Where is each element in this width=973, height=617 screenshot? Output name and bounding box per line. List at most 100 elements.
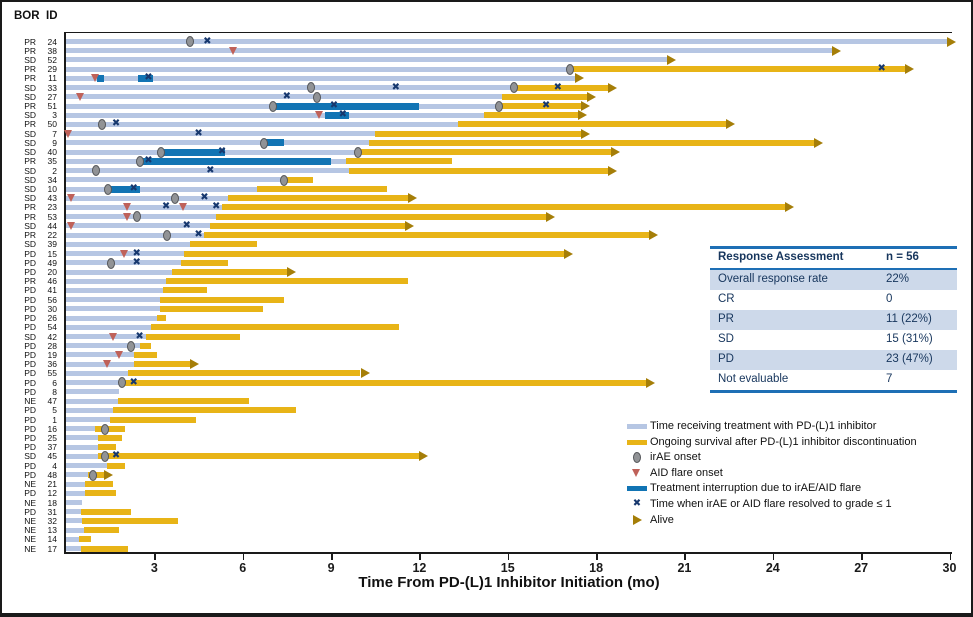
- alive-arrow-icon: [419, 451, 429, 462]
- survival-bar: [498, 103, 582, 110]
- bor-label: NE: [24, 525, 36, 536]
- bor-label: PR: [24, 36, 36, 47]
- irae-onset-icon: [91, 165, 100, 177]
- irae-onset-icon: [133, 211, 142, 223]
- x-axis-title: Time From PD-(L)1 Inhibitor Initiation (…: [358, 574, 660, 591]
- plot-top-spine: [64, 32, 952, 33]
- bor-label: PR: [24, 202, 36, 213]
- aid-flare-icon: [76, 92, 85, 101]
- aid-flare-icon: [123, 212, 132, 221]
- alive-arrow-icon: [646, 377, 656, 388]
- bor-label: PR: [24, 45, 36, 56]
- survival-bar: [85, 490, 117, 497]
- bor-label: PR: [24, 101, 36, 112]
- bor-label: PD: [24, 377, 36, 388]
- survival-bar: [375, 130, 582, 137]
- bor-label: NE: [24, 497, 36, 508]
- survival-bar: [172, 269, 287, 275]
- bor-label: PD: [24, 460, 36, 471]
- survival-bar: [157, 315, 167, 322]
- alive-arrow-icon: [546, 211, 556, 222]
- id-label: 45: [47, 451, 57, 462]
- id-label: 29: [47, 64, 57, 75]
- id-label: 20: [47, 267, 57, 277]
- survival-bar: [227, 195, 408, 202]
- bor-label: PR: [24, 64, 36, 75]
- id-label: 8: [52, 386, 57, 397]
- treatment-bar: [66, 140, 370, 146]
- alive-arrow-icon: [633, 514, 642, 525]
- x-axis-tick: [419, 553, 421, 560]
- survival-bar: [166, 278, 408, 285]
- alive-arrow-icon: [905, 64, 915, 75]
- id-label: 32: [47, 515, 57, 526]
- x-axis-tick-label: 21: [677, 561, 692, 575]
- x-axis-tick: [596, 553, 598, 560]
- aid-flare-icon: [120, 249, 129, 258]
- treatment-bar: [66, 518, 83, 524]
- id-label: 54: [47, 322, 57, 333]
- treatment-bar: [66, 39, 947, 44]
- legend-label: irAE onset: [650, 451, 701, 464]
- treatment-bar: [66, 389, 119, 395]
- table-cell-value: 7: [886, 373, 893, 385]
- bor-label: SD: [24, 137, 36, 148]
- aid-flare-icon: [632, 468, 640, 477]
- survival-bar: [216, 213, 547, 220]
- survival-bar: [98, 444, 117, 451]
- survival-bar: [569, 66, 906, 73]
- irae-onset-icon: [259, 137, 268, 149]
- resolved-x-icon: ✖: [211, 201, 221, 213]
- bor-label: SD: [24, 147, 36, 158]
- table-row: CR 0: [710, 290, 957, 310]
- id-label: 27: [47, 91, 57, 102]
- bor-label: SD: [24, 128, 36, 139]
- bor-label: PR: [24, 119, 36, 130]
- id-label: 28: [47, 340, 57, 351]
- table-cell-label: PR: [718, 313, 734, 325]
- x-axis-tick-label: 9: [327, 561, 335, 575]
- irae-onset-icon: [510, 82, 519, 94]
- irae-onset-icon: [118, 377, 127, 389]
- resolved-x-icon: ✖: [182, 219, 191, 231]
- interruption-bar: [96, 74, 105, 82]
- aid-flare-icon: [67, 194, 76, 203]
- id-label: 17: [47, 543, 57, 554]
- survival-bar: [513, 84, 608, 91]
- id-label: 6: [52, 377, 57, 388]
- id-label: 56: [47, 294, 57, 305]
- bor-label: PD: [24, 285, 36, 296]
- survival-bar: [369, 139, 815, 146]
- treatment-bar: [66, 380, 122, 386]
- irae-onset-icon: [136, 156, 145, 168]
- treatment-bar: [66, 186, 258, 192]
- x-axis-tick-label: 12: [412, 561, 427, 575]
- irae-onset-icon: [97, 119, 106, 131]
- id-label: 38: [47, 45, 57, 56]
- x-axis-tick: [242, 553, 245, 560]
- id-label: 14: [47, 534, 57, 545]
- survival-bar: [79, 536, 92, 543]
- id-label: 39: [47, 239, 57, 250]
- resolved-x-icon: ✖: [194, 229, 203, 241]
- alive-arrow-icon: [666, 54, 676, 65]
- bor-label: SD: [24, 239, 36, 250]
- id-label: 51: [47, 101, 57, 112]
- id-label: 19: [47, 349, 57, 360]
- resolved-x-icon: ✖: [132, 247, 141, 259]
- survival-bar: [257, 186, 387, 193]
- treatment-bar: [66, 472, 89, 478]
- id-label: 34: [47, 174, 57, 185]
- resolved-x-icon: ✖: [111, 450, 121, 462]
- x-axis-tick: [949, 553, 951, 560]
- survival-bar: [160, 296, 284, 303]
- legend-label: Treatment interruption due to irAE/AID f…: [650, 482, 862, 495]
- survival-bar: [85, 481, 114, 488]
- bor-label: SD: [24, 82, 36, 93]
- interruption-bar-swatch: [627, 486, 647, 492]
- survival-bar: [83, 527, 119, 534]
- survival-bar: [80, 508, 131, 515]
- alive-arrow-icon: [587, 91, 597, 102]
- alive-arrow-icon: [607, 165, 617, 176]
